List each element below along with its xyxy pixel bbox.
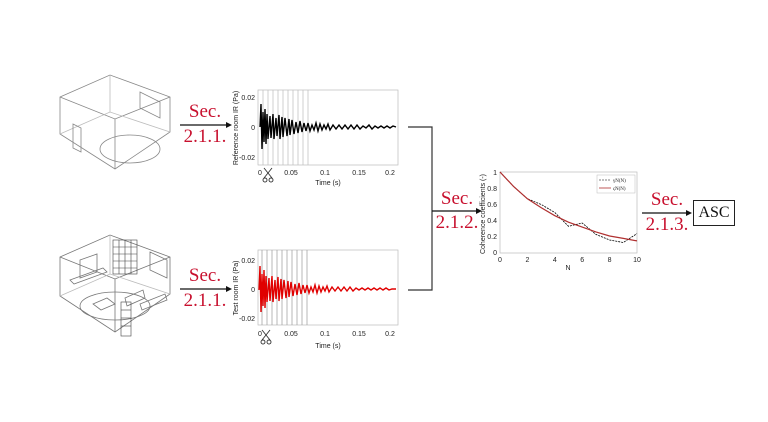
svg-text:2: 2 — [525, 257, 529, 264]
arrow-right-icon — [180, 286, 232, 292]
sec-label-top: Sec. — [188, 265, 222, 286]
svg-text:6: 6 — [580, 257, 584, 264]
svg-text:Time (s): Time (s) — [315, 343, 340, 350]
sec-label-top: Sec. — [650, 189, 684, 210]
svg-text:Reference room IR (Pa): Reference room IR (Pa) — [233, 91, 240, 165]
svg-text:0.1: 0.1 — [320, 170, 330, 177]
svg-text:0.2: 0.2 — [385, 170, 395, 177]
svg-text:0.02: 0.02 — [241, 95, 255, 102]
svg-text:Test room IR (Pa): Test room IR (Pa) — [233, 261, 240, 316]
svg-text:0.15: 0.15 — [352, 331, 366, 338]
scissors-icon — [260, 329, 272, 345]
svg-text:0: 0 — [258, 331, 262, 338]
svg-text:10: 10 — [633, 257, 641, 264]
svg-text:0.15: 0.15 — [352, 170, 366, 177]
svg-text:0: 0 — [251, 125, 255, 132]
svg-text:0: 0 — [493, 250, 497, 257]
sec-label-bottom: 2.1.1. — [183, 126, 227, 147]
test-room-drawing — [59, 234, 171, 337]
svg-text:0.02: 0.02 — [241, 258, 255, 265]
scissors-icon — [262, 167, 274, 183]
svg-text:0.8: 0.8 — [487, 186, 497, 193]
svg-text:0: 0 — [258, 170, 262, 177]
sec-label-top: Sec. — [188, 101, 222, 122]
svg-text:4: 4 — [553, 257, 557, 264]
svg-text:0: 0 — [251, 287, 255, 294]
arrow-right-icon — [180, 122, 232, 128]
svg-text:N: N — [565, 265, 570, 272]
test-ir-chart: 0.02 0 -0.02 0 0.05 0.1 0.15 0.2 Time (s… — [233, 249, 399, 350]
bracket-connector — [408, 126, 482, 291]
sec-label-bottom: 2.1.2. — [435, 212, 479, 233]
svg-text:0.2: 0.2 — [385, 331, 395, 338]
svg-text:0.05: 0.05 — [284, 170, 298, 177]
sec-label-bottom: 2.1.1. — [183, 290, 227, 311]
svg-text:8: 8 — [608, 257, 612, 264]
reference-room-drawing — [59, 74, 171, 170]
svg-text:ςN(N): ςN(N) — [613, 187, 626, 192]
svg-text:0.4: 0.4 — [487, 218, 497, 225]
arrow-right-icon — [642, 210, 692, 216]
svg-text:-0.02: -0.02 — [239, 155, 255, 162]
svg-text:0.1: 0.1 — [320, 331, 330, 338]
svg-text:Time (s): Time (s) — [315, 180, 340, 187]
asc-output-box: ASC — [693, 200, 735, 226]
sec-label-bottom: 2.1.3. — [645, 214, 689, 235]
svg-text:γN(N): γN(N) — [613, 179, 626, 184]
svg-text:-0.02: -0.02 — [239, 316, 255, 323]
svg-text:1: 1 — [493, 170, 497, 177]
svg-text:0.05: 0.05 — [284, 331, 298, 338]
svg-text:0: 0 — [498, 257, 502, 264]
coherence-chart: γN(N) ςN(N) 1 0.8 0.6 0.4 0.2 0 0 2 4 6 … — [480, 170, 641, 272]
svg-text:Coherence coefficients (-): Coherence coefficients (-) — [480, 174, 487, 254]
svg-text:0.2: 0.2 — [487, 234, 497, 241]
reference-ir-chart: 0.02 0 -0.02 0 0.05 0.1 0.15 0.2 Time (s… — [233, 89, 399, 187]
sec-label-top: Sec. — [440, 188, 474, 209]
svg-text:0.6: 0.6 — [487, 202, 497, 209]
